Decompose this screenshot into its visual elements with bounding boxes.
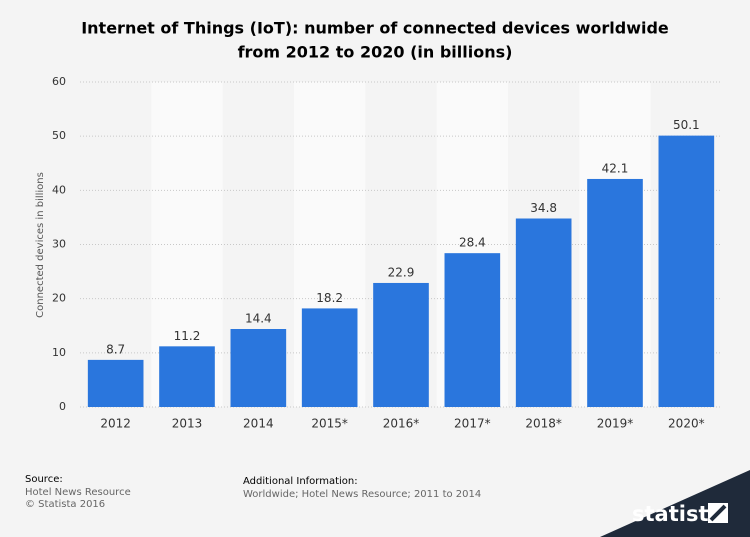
bar [373,282,429,407]
x-tick-label: 2013 [172,417,203,431]
x-tick-label: 2014 [243,417,274,431]
x-tick-label: 2020* [668,417,705,431]
value-label: 14.4 [245,312,272,326]
source: Hotel News Resource [25,487,131,498]
x-tick-label: 2015* [311,417,348,431]
value-label: 34.8 [530,201,557,215]
logo-icon-mark [709,504,727,522]
source-label: Source: [25,474,63,485]
value-label: 50.1 [673,118,700,132]
value-label: 18.2 [316,291,343,305]
x-tick-label: 2017* [454,417,491,431]
x-tick-label: 2016* [383,417,420,431]
logo: statista [632,502,723,526]
chart-title: from 2012 to 2020 (in billions) [238,43,513,62]
y-tick-label: 40 [52,183,66,196]
bar [230,329,287,407]
y-tick-label: 10 [52,346,66,359]
y-tick-label: 60 [52,75,66,88]
y-tick-label: 50 [52,129,66,142]
bar [87,359,144,407]
bar [587,178,643,407]
value-label: 11.2 [174,329,201,343]
value-label: 28.4 [459,236,486,250]
y-axis-label: Connected devices in billions [35,172,46,318]
x-tick-label: 2012 [100,417,131,431]
y-tick-label: 30 [52,238,66,251]
chart-title: Internet of Things (IoT): number of conn… [81,19,669,38]
value-label: 42.1 [602,161,629,175]
x-tick-label: 2019* [597,417,634,431]
y-tick-label: 0 [59,400,66,413]
bar [301,308,358,407]
additional-info-label: Additional Information: [243,476,358,487]
bar [515,218,572,407]
x-tick-label: 2018* [525,417,562,431]
additional-info: Worldwide; Hotel News Resource; 2011 to … [243,489,481,500]
y-tick-label: 20 [52,292,66,305]
value-label: 22.9 [388,265,415,279]
copyright: © Statista 2016 [25,499,105,510]
bar [159,346,215,407]
bar [444,253,501,407]
bar [658,135,715,407]
value-label: 8.7 [106,342,125,356]
